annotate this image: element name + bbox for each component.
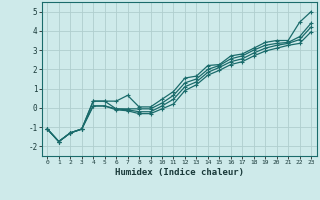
X-axis label: Humidex (Indice chaleur): Humidex (Indice chaleur)	[115, 168, 244, 177]
